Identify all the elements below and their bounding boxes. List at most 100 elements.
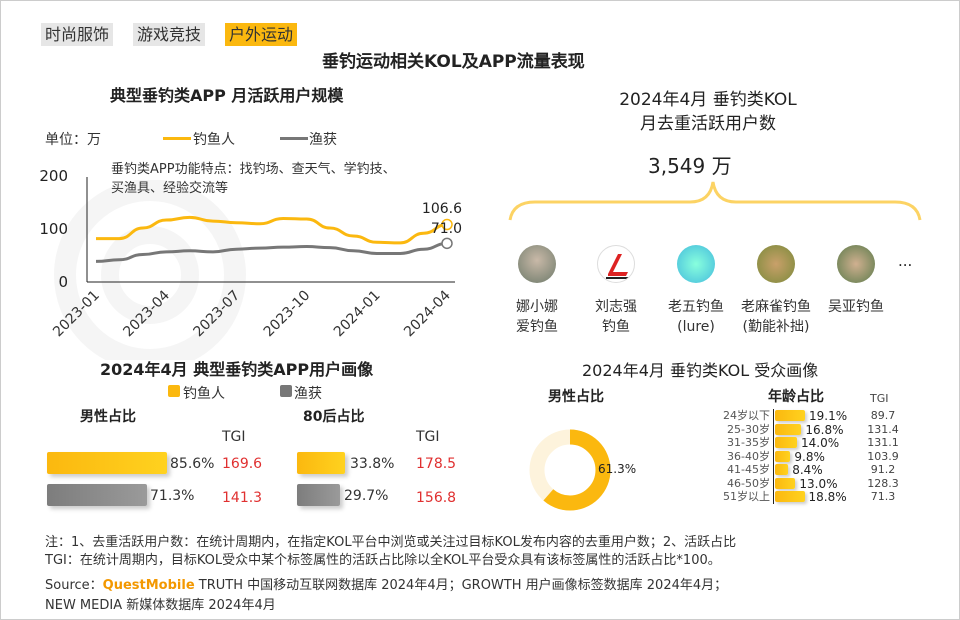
donut-male-slice [529, 429, 611, 511]
post80-label: 80后占比 [303, 409, 365, 425]
age-category-label: 31-35岁 [727, 436, 770, 449]
age-category-label: 51岁以上 [723, 490, 770, 503]
tgi-header: TGI [416, 429, 440, 445]
note-line-2: TGI：在统计周期内，目标KOL受众中某个标签属性的活跃占比除以全KOL平台受众… [45, 553, 721, 568]
age-title: 年龄占比 [768, 389, 824, 405]
bar-male-yuhuo [47, 484, 147, 506]
tgi-value: 169.6 [222, 456, 263, 472]
age-value-label: 16.8% [805, 422, 844, 437]
data-point [441, 237, 453, 250]
bar-male-diaoyuren [47, 452, 167, 474]
male-ratio-label: 男性占比 [80, 409, 136, 425]
age-value-label: 13.0% [799, 476, 838, 491]
tgi-header: TGI [222, 429, 246, 445]
age-tgi-value: 131.1 [867, 436, 899, 449]
donut-chart [529, 429, 611, 511]
end-value-label: 71.0 [431, 221, 462, 237]
donut-label: 61.3% [598, 462, 637, 476]
age-tgi-value: 103.9 [867, 449, 899, 463]
age-axis [773, 409, 774, 504]
kol-total-value: 3,549 [648, 154, 706, 178]
legend-diaoyuren: 钓鱼人 [183, 386, 225, 402]
age-bar [775, 423, 802, 435]
kol-name: 刘志强 钓鱼 [595, 299, 637, 335]
kol-name: 吴亚钓鱼 [828, 299, 884, 315]
watermark-logo [54, 180, 246, 360]
x-tick-label: 2023-04 [120, 287, 173, 340]
more-icon[interactable]: ... [898, 252, 913, 270]
app-portrait-title: 2024年4月 典型垂钓类APP用户画像 [100, 360, 374, 379]
age-tgi-value: 89.7 [870, 409, 896, 422]
donut-title: 男性占比 [548, 389, 604, 405]
age-tgi-value: 128.3 [867, 476, 899, 490]
age-category-label: 25-30岁 [727, 422, 770, 436]
avatar-kol-5[interactable] [837, 245, 875, 283]
legend-yuhuo: 渔获 [309, 132, 337, 148]
source-line: Source：QuestMobile TRUTH 中国移动互联网数据库 2024… [45, 574, 727, 593]
kol-title-1: 2024年4月 垂钓类KOL [619, 90, 797, 110]
avatar-kol-3[interactable] [677, 245, 715, 283]
age-bar [775, 450, 791, 462]
value-label: 33.8% [350, 456, 395, 472]
page-title: 垂钓运动相关KOL及APP流量表现 [322, 52, 585, 72]
unit-label: 单位：万 [45, 132, 101, 148]
avatar-kol-1[interactable] [518, 245, 556, 283]
age-category-label: 36-40岁 [727, 449, 770, 463]
age-bar [775, 477, 796, 489]
age-value-label: 18.8% [808, 490, 847, 504]
age-bar [775, 437, 797, 448]
audience-title: 2024年4月 垂钓类KOL 受众画像 [582, 361, 819, 380]
kol-total: 3,549 万 [648, 150, 732, 179]
avatar-kol-4[interactable] [757, 245, 795, 283]
legend-swatch-yellow [163, 137, 191, 140]
age-tgi-value: 91.2 [870, 463, 896, 476]
age-bar [775, 491, 805, 502]
value-label: 71.3% [150, 488, 195, 504]
legend-swatch-yellow [168, 385, 180, 397]
source-rest: TRUTH 中国移动互联网数据库 2024年4月；GROWTH 用户画像标签数据… [194, 578, 728, 593]
note-line-1: 注：1、去重活跃用户数：在统计周期内，在指定KOL平台中浏览或关注过目标KOL发… [45, 535, 737, 550]
legend-yuhuo: 渔获 [294, 386, 322, 402]
kol-name: 老麻雀钓鱼 (勤能补拙) [741, 299, 811, 335]
tab-gaming[interactable]: 游戏竞技 [133, 23, 206, 46]
line-chart: 0 100 200 2023-01 2023-04 2023-07 2023-10 2024-… [39, 167, 462, 341]
age-tgi-value: 131.4 [867, 422, 899, 436]
tab-fashion[interactable]: 时尚服饰 [41, 23, 114, 46]
avatar-kol-2[interactable] [597, 245, 635, 283]
age-tgi-value: 71.3 [870, 490, 896, 503]
x-tick-label: 2024-01 [331, 288, 384, 341]
x-tick-label: 2023-01 [50, 288, 103, 341]
line-annotation: 垂钓类APP功能特点：找钓场、查天气、学钓技、 买渔具、经验交流等 [111, 162, 396, 196]
value-label: 29.7% [344, 488, 389, 504]
end-value-label: 106.6 [422, 201, 462, 217]
x-tick-label: 2023-07 [191, 288, 244, 341]
data-point [441, 218, 453, 231]
age-tgi-header: TGI [870, 392, 889, 405]
tgi-value: 178.5 [416, 456, 457, 472]
series-line [95, 241, 448, 263]
kol-name: 老五钓鱼 (lure) [668, 299, 724, 335]
y-tick-label: 100 [39, 220, 68, 238]
kol-title-2: 月去重活跃用户数 [640, 114, 776, 134]
legend-swatch-gray [280, 137, 308, 140]
legend-swatch-gray [280, 385, 292, 397]
brace [508, 181, 922, 221]
tab-outdoor[interactable]: 户外运动 [225, 23, 298, 46]
series-line [96, 215, 448, 245]
age-bar [775, 464, 789, 475]
kol-name: 娜小娜 爱钓鱼 [516, 299, 558, 335]
tgi-value: 141.3 [222, 490, 263, 506]
age-category-label: 46-50岁 [727, 476, 770, 490]
note-line-4: NEW MEDIA 新媒体数据库 2024年4月 [45, 598, 276, 613]
age-value-label: 14.0% [800, 436, 840, 450]
age-value-label: 9.8% [794, 449, 825, 464]
tgi-value: 156.8 [416, 490, 457, 506]
age-category-label: 41-45岁 [727, 463, 770, 476]
x-tick-label: 2024-04 [401, 287, 454, 340]
y-tick-label: 200 [39, 167, 68, 185]
age-value-label: 19.1% [809, 409, 848, 423]
age-category-label: 24岁以下 [723, 409, 770, 422]
value-label: 85.6% [170, 456, 215, 472]
bar-80s-yuhuo [297, 484, 340, 506]
source-brand: QuestMobile [102, 578, 195, 593]
